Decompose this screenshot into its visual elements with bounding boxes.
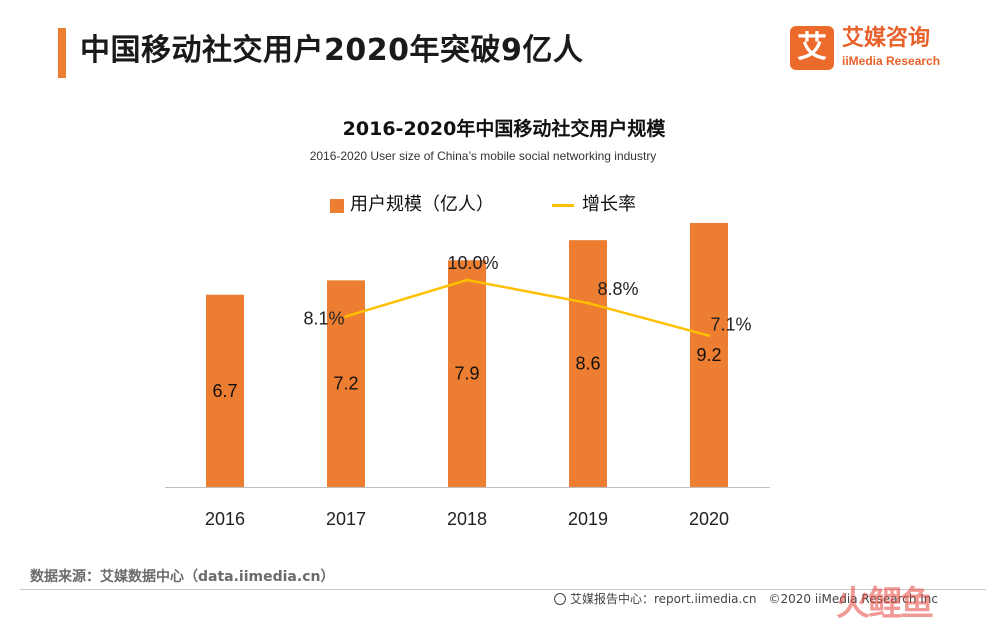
- watermark: 火鲤鱼: [836, 584, 934, 624]
- x-tick-2019: 2019: [568, 509, 608, 529]
- footer-report-text: 艾媒报告中心：report.iimedia.cn ©2020 iiMedia R…: [570, 592, 939, 606]
- bar-label-2020: 9.2: [696, 345, 721, 365]
- legend-bar-label: 用户规模（亿人）: [350, 194, 494, 215]
- growth-rate-line: [345, 278, 710, 337]
- x-tick-2020: 2020: [689, 509, 729, 529]
- page-title: 中国移动社交用户2020年突破9亿人: [80, 33, 584, 68]
- title-accent-bar: [58, 28, 66, 78]
- growth-point-2017: [344, 314, 348, 318]
- chart-legend: 用户规模（亿人） 增长率: [0, 192, 1008, 218]
- logo-name: 艾媒咨询: [842, 26, 931, 51]
- bar-2018: [448, 260, 486, 487]
- bar-2016: [206, 294, 244, 487]
- growth-point-2019: [586, 301, 590, 305]
- logo-mark-icon: 艾: [790, 26, 834, 70]
- footer-report: 艾媒报告中心：report.iimedia.cn ©2020 iiMedia R…: [554, 591, 938, 607]
- bar-label-2019: 8.6: [575, 354, 600, 374]
- legend-line-swatch-icon: [552, 204, 574, 207]
- bar-2020: [690, 222, 728, 487]
- footer-divider: [20, 589, 986, 590]
- bar-2017: [327, 280, 365, 487]
- growth-label-2019: 8.8%: [597, 279, 638, 299]
- brand-logo: 艾 艾媒咨询 iiMedia Research: [790, 26, 960, 76]
- report-center-icon: [554, 593, 566, 605]
- logo-subtitle: iiMedia Research: [842, 54, 941, 68]
- bar-label-2016: 6.7: [212, 381, 237, 401]
- growth-label-2017: 8.1%: [303, 308, 344, 328]
- x-tick-2016: 2016: [205, 509, 245, 529]
- legend-line-label: 增长率: [582, 194, 636, 215]
- growth-label-2018: 10.0%: [447, 253, 498, 273]
- data-source: 数据来源：艾媒数据中心（data.iimedia.cn）: [30, 569, 335, 585]
- bar-label-2018: 7.9: [454, 364, 479, 384]
- growth-point-2018: [465, 278, 469, 282]
- legend-bar-swatch-icon: [330, 199, 344, 213]
- bar-2019: [569, 240, 607, 487]
- x-tick-2017: 2017: [326, 509, 366, 529]
- x-tick-2018: 2018: [447, 509, 487, 529]
- growth-point-2020: [707, 334, 711, 338]
- growth-label-2020: 7.1%: [710, 315, 751, 335]
- chart-subtitle: 2016-2020 User size of China’s mobile so…: [309, 149, 657, 163]
- chart-title: 2016-2020年中国移动社交用户规模: [342, 118, 666, 140]
- bar-label-2017: 7.2: [333, 374, 358, 394]
